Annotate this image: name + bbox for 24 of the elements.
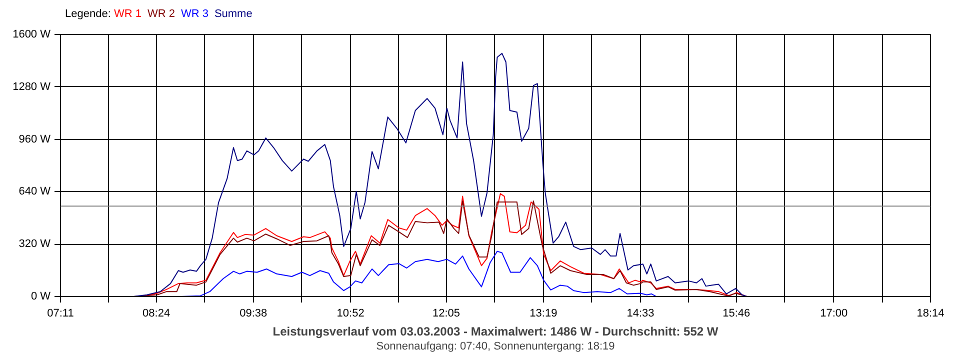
x-tick-label: 15:46 (722, 308, 750, 320)
x-tick-label: 17:00 (820, 308, 848, 320)
text: WR 1 (114, 8, 142, 20)
text: WR 3 (180, 8, 208, 20)
x-tick-label: 08:24 (142, 308, 170, 320)
x-tick-label: 18:14 (916, 308, 944, 320)
y-tick-label: 1600 W (12, 28, 52, 40)
y-tick-label: 0 W (30, 290, 52, 302)
x-tick-label: 13:19 (530, 308, 558, 320)
y-tick-label: 640 W (18, 186, 52, 198)
x-tick-label: 12:05 (432, 308, 460, 320)
text: WR 2 (147, 8, 175, 20)
x-tick-label: 09:38 (240, 308, 268, 320)
x-tick-label: 07:11 (47, 308, 74, 320)
y-tick-label: 960 W (18, 133, 52, 146)
text: Sonnenaufgang: 07:40, Sonnenuntergang: 18:19 (376, 340, 615, 352)
text: Summe (214, 8, 252, 20)
text: Leistungsverlauf vom 03.03.2003 - Maximalwert: 1486 W - Durchschnitt: 552 W (272, 324, 719, 338)
y-tick-label: 1280 W (12, 80, 52, 93)
x-tick-label: 10:52 (336, 308, 364, 320)
x-tick-label: 14:33 (626, 308, 654, 320)
line-series (132, 52, 748, 296)
legend-title: Legende: (65, 8, 111, 20)
y-tick-label: 320 W (18, 238, 52, 250)
